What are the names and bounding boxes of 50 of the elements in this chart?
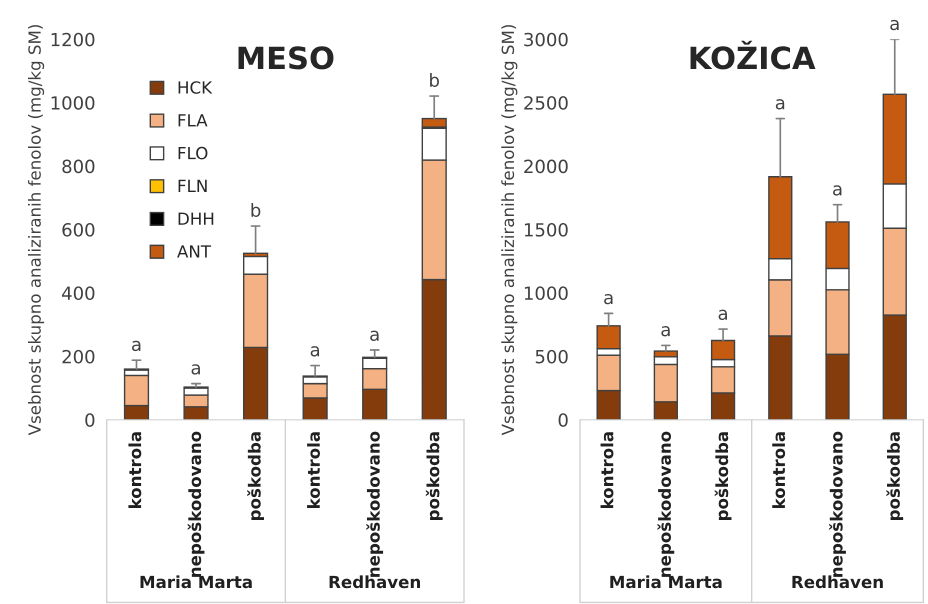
x-tick-label: nepoškodovano xyxy=(188,432,204,577)
y-tick-label: 400 xyxy=(62,286,94,300)
y-tick-label: 1000 xyxy=(524,286,568,300)
chart-title: MESO xyxy=(238,46,334,70)
y-tick-label: 1500 xyxy=(524,222,568,237)
annotation: a xyxy=(370,330,379,341)
annotation: a xyxy=(718,310,727,320)
y-tick-label: 1200 xyxy=(52,32,94,46)
text: Redhaven xyxy=(792,575,883,588)
annotation: a xyxy=(890,20,899,30)
legend-label: FLN xyxy=(178,180,207,192)
x-tick-label: nepoškodovano xyxy=(829,432,846,577)
x-tick-label: kontrola xyxy=(307,432,320,508)
legend-label: HCK xyxy=(178,81,212,94)
annotation: a xyxy=(132,340,140,352)
x-tick-label: poškodba xyxy=(714,432,732,520)
y-axis-title: Vsebnost skupno analiziranih fenolov (mg/kg SM) xyxy=(501,25,518,436)
annotation: a xyxy=(310,346,320,356)
y-tick-label: 800 xyxy=(62,160,94,174)
x-tick-label: poškodba xyxy=(886,432,904,520)
annotation: b xyxy=(251,203,260,217)
y-tick-label: 2000 xyxy=(524,160,568,174)
y-tick-label: 1000 xyxy=(52,96,94,110)
text: Redhaven xyxy=(330,575,420,588)
x-tick-label: nepoškodovano xyxy=(657,432,674,577)
annotation: a xyxy=(604,294,613,304)
x-tick-label: kontrola xyxy=(128,432,142,508)
x-tick-label: kontrola xyxy=(772,432,786,508)
y-tick-label: 200 xyxy=(62,350,94,364)
y-tick-label: 2500 xyxy=(524,96,568,110)
y-tick-label: 0 xyxy=(85,413,94,427)
y-tick-label: 0 xyxy=(558,413,568,427)
y-tick-label: 600 xyxy=(62,222,94,237)
annotation: a xyxy=(192,364,200,375)
x-tick-label: kontrola xyxy=(600,432,614,508)
annotation: a xyxy=(776,99,784,110)
y-tick-label: 500 xyxy=(536,350,568,364)
legend-label: DHH xyxy=(178,212,214,225)
x-tick-label: poškodba xyxy=(426,432,443,520)
legend-label: FLO xyxy=(178,146,208,160)
y-axis-title: Vsebnost skupno analiziranih fenolov (mg/kg SM) xyxy=(28,25,44,436)
x-tick-label: poškodba xyxy=(247,432,264,520)
annotation: b xyxy=(430,72,439,87)
annotation: a xyxy=(833,185,842,196)
chart-title: KOŽICA xyxy=(690,40,816,70)
annotation: a xyxy=(661,326,670,336)
legend-label: ANT xyxy=(177,245,212,258)
y-tick-label: 3000 xyxy=(524,32,568,46)
legend-label: FLA xyxy=(178,114,208,126)
x-tick-label: nepoškodovano xyxy=(366,432,384,577)
